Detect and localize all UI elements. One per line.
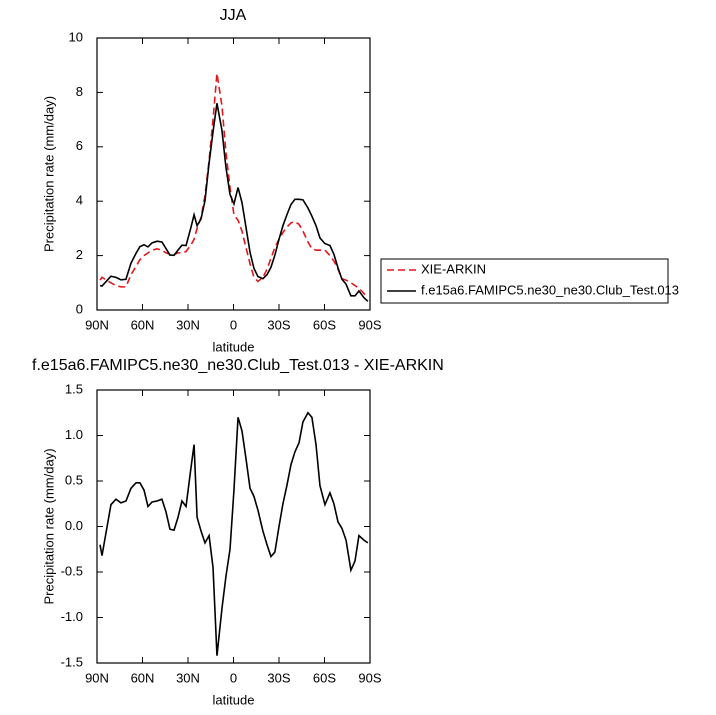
y-tick-label: 1.5: [65, 381, 83, 396]
x-tick-label: 0: [230, 317, 237, 332]
x-tick-label: 60N: [131, 317, 155, 332]
x-axis-label: latitude: [213, 339, 255, 354]
x-axis-label: latitude: [213, 692, 255, 707]
legend-box: [380, 258, 669, 304]
x-tick-label: 30N: [176, 670, 200, 685]
legend-label: f.e15a6.FAMIPC5.ne30_ne30.Club_Test.013: [421, 282, 679, 297]
data-line: [99, 411, 369, 656]
x-tick-label: 60S: [313, 670, 336, 685]
y-tick-label: 1.0: [65, 427, 83, 442]
x-tick-label: 90S: [358, 670, 381, 685]
legend-label: XIE-ARKIN: [421, 261, 486, 276]
y-tick-label: 2: [76, 247, 83, 262]
y-tick-label: 4: [76, 193, 83, 208]
x-tick-label: 30S: [267, 317, 290, 332]
y-tick-label: 6: [76, 138, 83, 153]
y-axis-label: Precipitation rate (mm/day): [41, 448, 56, 604]
x-tick-label: 0: [230, 670, 237, 685]
plot-frame: [96, 37, 371, 311]
y-tick-label: 8: [76, 84, 83, 99]
x-tick-label: 90S: [358, 317, 381, 332]
data-line: [99, 73, 369, 298]
x-tick-label: 60S: [313, 317, 336, 332]
y-tick-label: 0: [76, 301, 83, 316]
x-tick-label: 30S: [267, 670, 290, 685]
x-tick-label: 90N: [85, 317, 109, 332]
x-tick-label: 30N: [176, 317, 200, 332]
y-tick-label: -0.5: [61, 563, 83, 578]
y-tick-label: 0.5: [65, 472, 83, 487]
y-tick-label: -1.0: [61, 609, 83, 624]
y-tick-label: 10: [69, 29, 83, 44]
chart-title: JJA: [220, 7, 247, 24]
data-line: [99, 103, 369, 302]
plot-frame: [96, 389, 371, 664]
y-tick-label: 0.0: [65, 518, 83, 533]
y-tick-label: -1.5: [61, 654, 83, 669]
x-tick-label: 60N: [131, 670, 155, 685]
chart-title: f.e15a6.FAMIPC5.ne30_ne30.Club_Test.013 …: [32, 357, 444, 374]
y-axis-label: Precipitation rate (mm/day): [41, 96, 56, 252]
x-tick-label: 90N: [85, 670, 109, 685]
